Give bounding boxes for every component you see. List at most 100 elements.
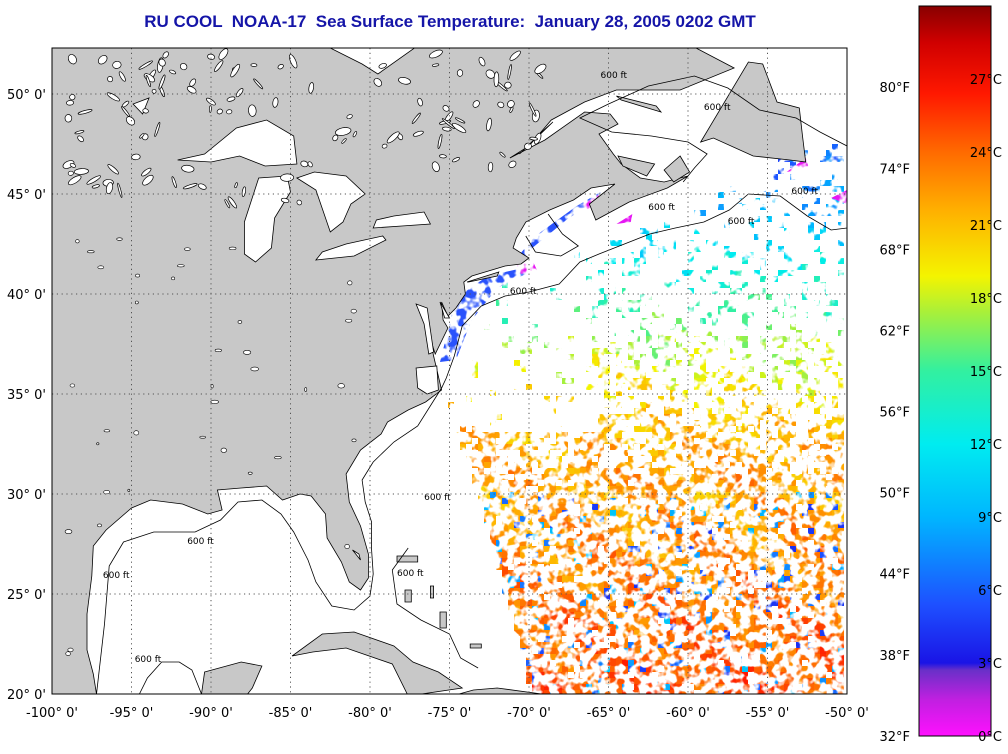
inland-lake bbox=[280, 173, 294, 182]
map-plot-area: 600 ft 600 ft 600 ft 600 ft 600 ft 600 ft 600 … bbox=[7, 47, 869, 721]
contour-label: 600 ft bbox=[728, 217, 755, 227]
inland-lake bbox=[207, 53, 216, 60]
colorbar-fahrenheit-label: 68°F bbox=[879, 243, 910, 258]
inland-lake bbox=[116, 237, 123, 241]
cape-breton-island bbox=[663, 155, 691, 183]
inland-lake bbox=[235, 88, 244, 98]
inland-lake bbox=[373, 78, 383, 87]
inland-lake bbox=[97, 265, 105, 270]
inland-lake bbox=[226, 109, 233, 115]
inland-lake bbox=[158, 58, 166, 67]
inland-lake bbox=[451, 123, 467, 133]
plot-frame bbox=[51, 47, 848, 695]
long-island bbox=[466, 271, 500, 283]
inland-lake bbox=[106, 92, 121, 102]
inland-lake bbox=[220, 447, 227, 453]
inland-lake bbox=[69, 383, 76, 388]
longitude-tick-label: -90° 0' bbox=[189, 706, 233, 721]
inland-lake bbox=[486, 117, 492, 132]
contour-label: 600 ft bbox=[397, 569, 424, 579]
inland-lake bbox=[277, 64, 284, 70]
inland-lake bbox=[485, 69, 495, 79]
inland-lake bbox=[171, 176, 177, 188]
inland-lake bbox=[378, 63, 387, 69]
longitude-tick-label: -75° 0' bbox=[428, 706, 472, 721]
inland-lake bbox=[528, 102, 537, 117]
inland-lake bbox=[139, 133, 145, 139]
inland-lake bbox=[337, 383, 345, 389]
contour-label: 600 ft bbox=[791, 187, 818, 197]
inland-lake bbox=[228, 246, 237, 251]
inland-lake bbox=[181, 164, 195, 173]
inland-lake bbox=[171, 276, 176, 281]
inland-lake bbox=[87, 250, 95, 254]
inland-lake bbox=[432, 63, 440, 67]
inland-lake bbox=[300, 160, 309, 168]
inland-lake bbox=[487, 161, 494, 173]
colorbar-celsius-label: 21°C bbox=[970, 219, 1002, 234]
longitude-tick-label: -95° 0' bbox=[110, 706, 154, 721]
inland-lake bbox=[224, 199, 231, 209]
contour-label: 600 ft bbox=[704, 103, 731, 113]
inland-lake bbox=[125, 116, 136, 126]
depth-contour-layer: 600 ft 600 ft 600 ft 600 ft 600 ft 600 ft 600 … bbox=[96, 71, 847, 694]
inland-lake bbox=[96, 442, 100, 446]
inland-lake bbox=[332, 134, 339, 142]
latitude-tick-label: 30° 0' bbox=[7, 488, 46, 503]
inland-lake bbox=[69, 94, 76, 101]
inland-lake bbox=[248, 104, 257, 117]
inland-lake bbox=[347, 280, 353, 286]
latitude-tick-label: 25° 0' bbox=[7, 588, 46, 603]
inland-lake bbox=[214, 60, 224, 72]
colorbar-fahrenheit-label: 56°F bbox=[879, 406, 910, 421]
longitude-ticks: -100° 0' -95° 0' -90° 0' -85° 0' -80° 0' -75°… bbox=[26, 706, 869, 721]
inland-lake bbox=[142, 108, 149, 114]
colorbar-fahrenheit-label: 80°F bbox=[879, 81, 910, 96]
yucatan-peninsula bbox=[201, 661, 263, 694]
inland-lake bbox=[417, 97, 423, 107]
land-layer bbox=[52, 48, 807, 694]
inland-lake bbox=[442, 105, 450, 112]
inland-lake bbox=[77, 135, 84, 143]
inland-lake bbox=[145, 74, 151, 88]
inland-lake bbox=[493, 71, 500, 88]
inland-lake bbox=[103, 490, 111, 495]
inland-lake bbox=[439, 154, 447, 159]
inland-lake bbox=[250, 366, 259, 372]
colorbar-fahrenheit-label: 44°F bbox=[879, 568, 910, 583]
inland-lake bbox=[107, 164, 119, 175]
inland-lake bbox=[214, 348, 222, 353]
inland-lake bbox=[437, 133, 443, 149]
inland-lake bbox=[65, 651, 71, 656]
inland-lake bbox=[308, 82, 314, 94]
near-freezing-water bbox=[831, 190, 847, 204]
prince-edward-island bbox=[617, 155, 656, 177]
inland-lake bbox=[272, 97, 279, 108]
inland-lake bbox=[67, 170, 74, 176]
inland-lake bbox=[64, 529, 73, 534]
contour-label: 600 ft bbox=[510, 287, 537, 297]
contour-label: 600 ft bbox=[103, 571, 130, 581]
colorbar-fahrenheit-labels: 32°F 38°F 44°F 50°F 56°F 62°F 68°F 74°F 80°F bbox=[879, 81, 910, 745]
colorbar-fahrenheit-label: 74°F bbox=[879, 162, 910, 177]
inland-lake bbox=[226, 96, 236, 102]
bahamas-island bbox=[404, 589, 412, 603]
inland-lake bbox=[73, 168, 89, 175]
map-title: RU COOL NOAA-17 Sea Surface Temperature:… bbox=[144, 12, 756, 31]
inland-lake bbox=[189, 78, 197, 87]
inland-lake bbox=[441, 118, 455, 129]
inland-lake bbox=[386, 131, 400, 144]
latitude-ticks: 20° 0' 25° 0' 30° 0' 35° 0' 40° 0' 45° 0' 50° … bbox=[7, 88, 46, 703]
inland-lake bbox=[67, 647, 74, 653]
longitude-tick-label: -70° 0' bbox=[507, 706, 551, 721]
inland-lake bbox=[237, 320, 243, 324]
colorbar-celsius-label: 12°C bbox=[970, 438, 1002, 453]
colorbar-fahrenheit-label: 50°F bbox=[879, 487, 910, 502]
inland-lake bbox=[352, 131, 358, 138]
chesapeake-bay bbox=[415, 303, 435, 355]
inland-lake bbox=[67, 175, 82, 186]
inland-lake bbox=[243, 350, 252, 355]
bahamas-island bbox=[396, 555, 419, 563]
colorbar-celsius-label: 9°C bbox=[978, 511, 1002, 526]
inland-lake bbox=[127, 488, 131, 492]
